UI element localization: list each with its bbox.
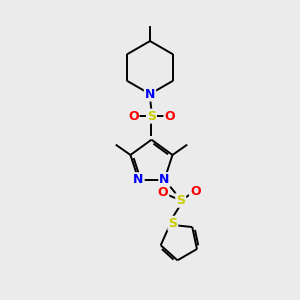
Text: O: O	[128, 110, 139, 123]
Text: N: N	[145, 88, 155, 100]
Text: S: S	[176, 194, 185, 207]
Text: N: N	[133, 173, 144, 186]
Text: S: S	[147, 110, 156, 123]
Text: O: O	[164, 110, 175, 123]
Text: O: O	[190, 185, 201, 198]
Text: S: S	[168, 217, 177, 230]
Text: O: O	[158, 186, 168, 200]
Text: N: N	[159, 173, 170, 186]
